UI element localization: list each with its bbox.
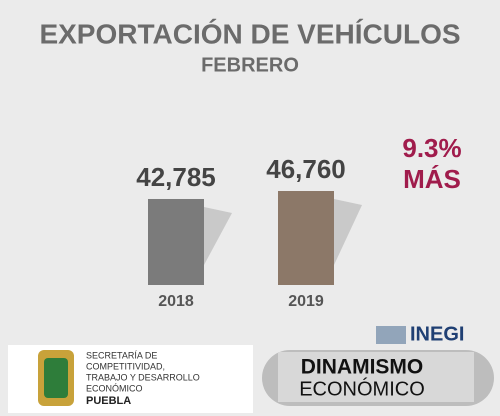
chart-subtitle: FEBRERO: [201, 54, 299, 76]
annotation: MÁS: [403, 164, 461, 194]
agency: COMPETITIVIDAD,: [86, 361, 165, 371]
x-tick-label: 2019: [288, 293, 324, 310]
x-tick-label: 2018: [158, 293, 194, 310]
annotation: 9.3%: [402, 133, 461, 163]
value-label: 46,760: [266, 154, 346, 184]
value-label: 42,785: [136, 162, 216, 192]
agency: SECRETARÍA DE: [86, 350, 157, 360]
series-panel: [278, 352, 474, 402]
agency: TRABAJO Y DESARROLLO: [86, 372, 200, 382]
bar-shadow: [204, 206, 232, 265]
series-title: ECONÓMICO: [299, 377, 425, 400]
bar-shadow: [334, 199, 362, 265]
chart-title: EXPORTACIÓN DE VEHÍCULOS: [39, 18, 460, 49]
coat-of-arms: [44, 358, 68, 398]
state: PUEBLA: [86, 395, 131, 407]
bar: [148, 198, 204, 285]
bar: [278, 191, 334, 285]
source-logo: [376, 326, 406, 344]
source: INEGI: [410, 323, 464, 345]
series-title: DINAMISMO: [301, 356, 424, 379]
agency: ECONÓMICO: [86, 383, 143, 393]
